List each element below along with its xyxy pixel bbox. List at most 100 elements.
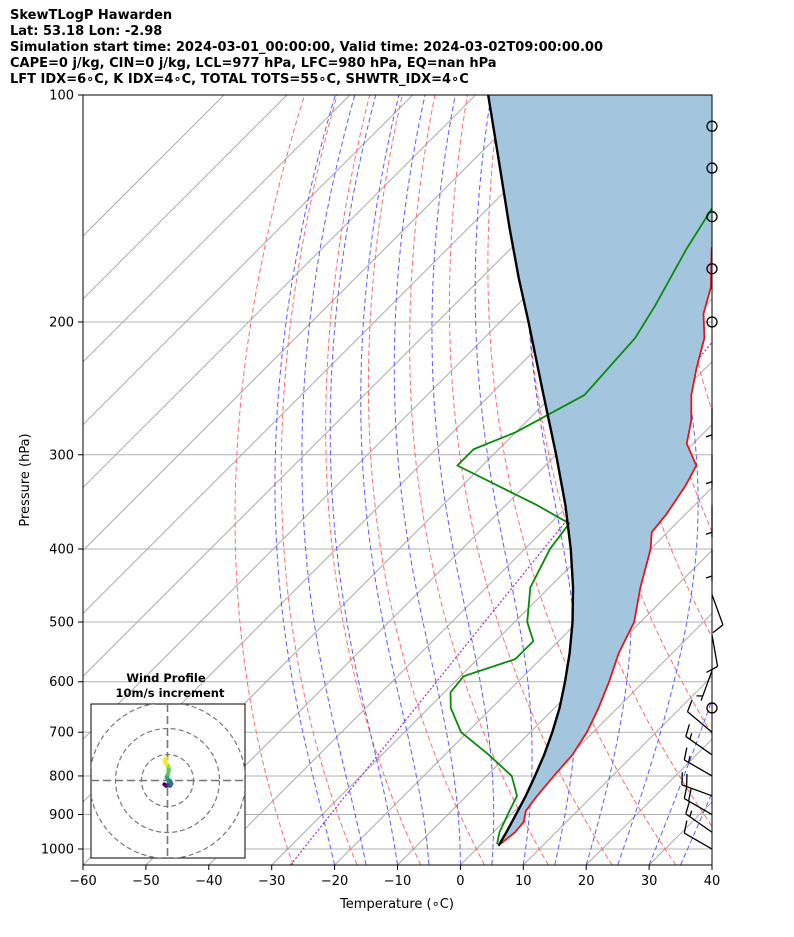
hodograph-content	[91, 704, 245, 858]
indices-text-2: LFT IDX=6∘C, K IDX=4∘C, TOTAL TOTS=55∘C,…	[10, 72, 469, 87]
x-tick-label: 0	[456, 874, 464, 889]
wind-barb	[711, 634, 719, 667]
isotherm-line	[83, 95, 539, 552]
y-tick-label: 800	[49, 769, 74, 784]
wind-barb	[685, 735, 713, 756]
y-axis-label: Pressure (hPa)	[18, 433, 33, 526]
isotherm-line	[397, 549, 712, 865]
isotherm-line	[83, 95, 476, 489]
y-tick-label: 500	[49, 616, 74, 631]
wind-barb-half-flag	[705, 575, 713, 579]
wind-barb	[687, 711, 713, 733]
isotherm-line	[83, 95, 225, 237]
dry-adiabat-line	[280, 95, 358, 865]
time-text: Simulation start time: 2024-03-01_00:00:…	[10, 40, 603, 55]
wind-barb	[700, 670, 713, 701]
wind-barb-flag	[712, 624, 724, 634]
hodograph-title: Wind Profile	[126, 671, 206, 685]
parcel-line	[486, 95, 575, 847]
x-tick-label: −20	[321, 874, 348, 889]
y-tick-label: 300	[49, 448, 74, 463]
calm-wind-circle	[706, 316, 718, 328]
calm-wind-circle	[706, 211, 718, 223]
x-tick-label: −60	[69, 874, 96, 889]
moist-adiabat-line	[525, 95, 578, 865]
x-tick-label: 30	[641, 874, 658, 889]
wind-barb	[683, 832, 713, 850]
wind-barb-half-flag	[705, 434, 713, 438]
chart-title: SkewTLogP Hawarden	[10, 8, 173, 23]
wind-barb-half-flag	[689, 733, 693, 740]
isotherm-line	[83, 95, 351, 363]
isotherm-line	[83, 95, 602, 615]
calm-wind-circle	[706, 120, 718, 132]
moist-adiabat-line	[648, 698, 712, 865]
moist-adiabat-line	[329, 95, 398, 865]
x-tick-label: −50	[132, 874, 159, 889]
dry-adiabat-line	[234, 95, 305, 865]
chart-header: SkewTLogP Hawarden Lat: 53.18 Lon: -2.98…	[10, 8, 603, 88]
dry-adiabat-line	[761, 95, 794, 865]
dewpoint-line	[449, 206, 712, 845]
wind-barb-flag	[683, 785, 688, 799]
moist-adiabat-line	[617, 95, 699, 865]
wind-barb-flag	[706, 665, 718, 673]
dry-adiabat-line	[367, 95, 485, 865]
hodograph-trace	[162, 756, 168, 763]
moist-adiabat-line	[301, 95, 367, 865]
x-tick-label: −30	[258, 874, 285, 889]
dry-adiabat-line	[728, 95, 794, 865]
wind-barb	[683, 797, 713, 816]
isotherm-line	[83, 95, 414, 426]
wind-barb-flag	[685, 801, 691, 815]
wind-barb-half-flag	[705, 531, 713, 535]
wind-barb-flag	[683, 820, 688, 834]
y-tick-label: 200	[49, 315, 74, 330]
cape-cin-shading	[488, 95, 712, 845]
dry-adiabat-line	[448, 95, 613, 865]
wind-barb-half-flag	[689, 810, 693, 817]
y-tick-label: 100	[49, 89, 74, 104]
wind-barb-half-flag	[705, 481, 713, 485]
moist-adiabat-line	[274, 95, 336, 865]
dry-adiabat-line	[524, 95, 712, 828]
profile-lines	[449, 95, 712, 847]
isotherm-line	[460, 612, 712, 865]
x-tick-label: 40	[704, 874, 721, 889]
temperature-line	[499, 244, 712, 845]
x-tick-label: 20	[578, 874, 595, 889]
location-text: Lat: 53.18 Lon: -2.98	[10, 24, 163, 39]
x-axis-label: Temperature (∘C)	[339, 897, 454, 912]
hodograph-subtitle: 10m/s increment	[116, 686, 225, 700]
wind-barbs	[681, 120, 724, 850]
x-tick-label: −10	[384, 874, 411, 889]
wind-barb	[685, 813, 713, 833]
x-tick-label: −40	[195, 874, 222, 889]
moist-adiabat-line	[431, 95, 495, 865]
hodograph-inset	[90, 703, 246, 859]
wind-barb-half-flag	[687, 756, 691, 763]
wind-barb	[711, 594, 724, 626]
calm-wind-circle	[706, 162, 718, 174]
wind-barb-flag	[683, 747, 688, 761]
y-tick-label: 600	[49, 675, 74, 690]
y-tick-label: 1000	[41, 843, 74, 858]
indices-text-1: CAPE=0 j/kg, CIN=0 j/kg, LCL=977 hPa, LF…	[10, 56, 497, 71]
isotherm-line	[83, 95, 288, 300]
dry-adiabat-line	[662, 95, 712, 413]
wind-barb	[681, 784, 713, 797]
wind-barb-flag	[685, 724, 691, 737]
y-tick-label: 900	[49, 808, 74, 823]
x-tick-label: 10	[515, 874, 532, 889]
isotherm-line	[334, 486, 712, 865]
calm-wind-circle	[706, 702, 718, 714]
isotherm-line	[145, 298, 712, 865]
y-tick-label: 700	[49, 726, 74, 741]
dry-adiabat-line	[325, 95, 422, 865]
wind-barb	[683, 759, 713, 777]
isotherm-line	[711, 864, 712, 865]
wind-barb-flag	[687, 788, 692, 802]
moist-adiabat-line	[680, 791, 712, 865]
